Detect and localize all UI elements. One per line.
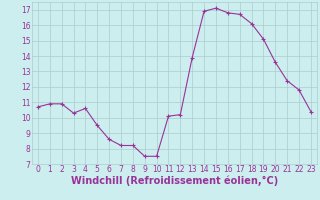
X-axis label: Windchill (Refroidissement éolien,°C): Windchill (Refroidissement éolien,°C) bbox=[71, 176, 278, 186]
